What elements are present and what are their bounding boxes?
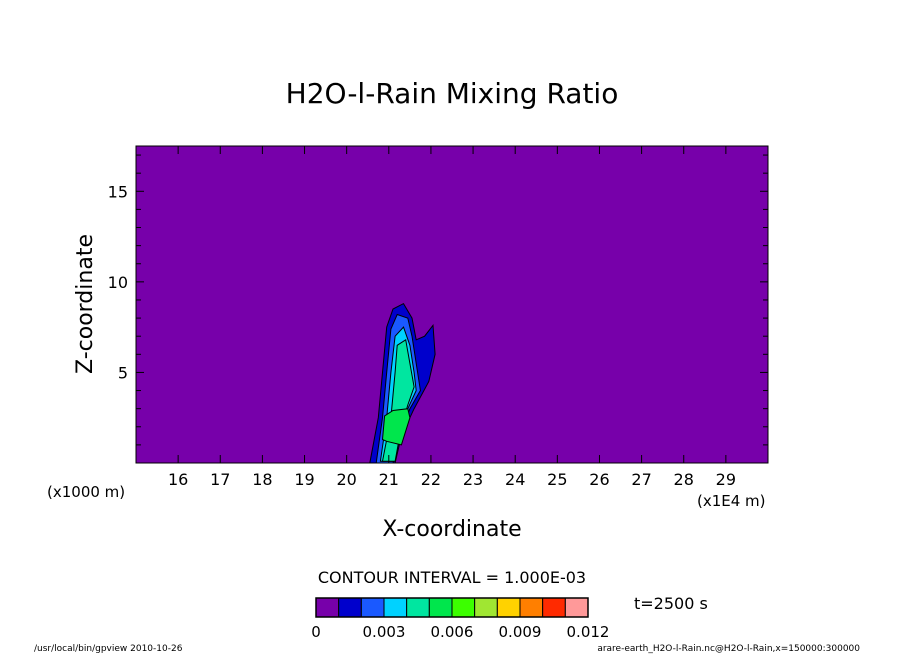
- colorbar-swatch: [542, 597, 566, 618]
- colorbar-tick-label: 0.012: [567, 623, 610, 641]
- y-axis-label: Z-coordinate: [73, 234, 98, 374]
- colorbar-swatch: [360, 597, 385, 618]
- contour-regions: [369, 302, 436, 464]
- x-tick-label: 17: [210, 470, 230, 489]
- x-tick-label: 28: [674, 470, 694, 489]
- colorbar-swatch: [496, 597, 521, 618]
- y-tick-label: 15: [108, 182, 128, 201]
- x-tick-label: 19: [294, 470, 314, 489]
- plot-frame: [135, 145, 769, 464]
- time-label: t=2500 s: [634, 594, 708, 613]
- colorbar-swatch: [428, 597, 453, 618]
- colorbar-swatch: [451, 597, 476, 618]
- colorbar-tick-label: 0: [311, 623, 321, 641]
- chart-title: H2O-l-Rain Mixing Ratio: [286, 77, 619, 110]
- x-tick-label: 23: [463, 470, 483, 489]
- colorbar-tick-label: 0.006: [431, 623, 474, 641]
- colorbar-swatch: [315, 597, 340, 618]
- colorbar-swatch: [564, 597, 589, 618]
- y-tick-label: 10: [108, 273, 128, 292]
- x-tick-label: 26: [589, 470, 609, 489]
- x-tick-label: 27: [631, 470, 651, 489]
- x-axis-label: X-coordinate: [382, 517, 521, 542]
- x-tick-label: 25: [547, 470, 567, 489]
- contour-region-5: [381, 408, 411, 446]
- x-tick-label: 21: [379, 470, 399, 489]
- colorbar-swatch: [338, 597, 362, 618]
- x-unit-note: (x1E4 m): [697, 492, 766, 510]
- axis-ticks: 16 17 18 19 20 21 22 23 24 25 26 27 28 29 5 10 15: [108, 146, 769, 489]
- x-tick-label: 18: [252, 470, 272, 489]
- contour-interval-label: CONTOUR INTERVAL = 1.000E-03: [318, 568, 586, 587]
- colorbar-swatch: [519, 597, 544, 618]
- z-unit-note: (x1000 m): [47, 483, 125, 501]
- x-tick-label: 16: [168, 470, 188, 489]
- colorbar-tick-label: 0.009: [499, 623, 542, 641]
- colorbar-tick-label: 0.003: [363, 623, 406, 641]
- colorbar-swatch: [383, 597, 408, 618]
- x-tick-label: 29: [716, 470, 736, 489]
- colorbar-swatch: [474, 597, 498, 618]
- x-tick-label: 24: [505, 470, 525, 489]
- colorbar-swatch: [406, 597, 430, 618]
- colorbar: 0 0.003 0.006 0.009 0.012: [311, 597, 610, 641]
- footer-right: arare-earth_H2O-l-Rain.nc@H2O-l-Rain,x=1…: [597, 644, 860, 654]
- plot-area-background: [136, 146, 768, 463]
- x-tick-label: 22: [421, 470, 441, 489]
- colorbar-frame: [315, 597, 589, 618]
- footer-left: /usr/local/bin/gpview 2010-10-26: [34, 644, 183, 654]
- x-tick-label: 20: [336, 470, 356, 489]
- y-tick-label: 5: [118, 363, 128, 382]
